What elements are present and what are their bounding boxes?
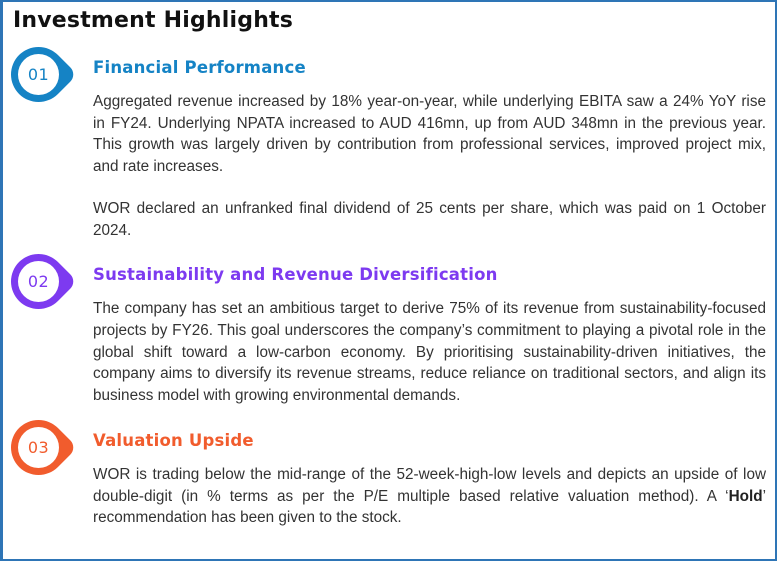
paragraph: WOR declared an unfranked final dividend… bbox=[93, 199, 766, 239]
section-01-content: Financial Performance Aggregated revenue… bbox=[93, 45, 767, 241]
paragraph: Aggregated revenue increased by 18% year… bbox=[93, 93, 766, 176]
section-valuation-upside: 03 Valuation Upside WOR is trading below… bbox=[3, 408, 767, 529]
paragraph-text: WOR is trading below the mid-range of th… bbox=[93, 465, 766, 505]
badge-inner-circle: 02 bbox=[18, 261, 59, 303]
badge-inner-circle: 01 bbox=[18, 54, 59, 95]
section-sustainability-diversification: 02 Sustainability and Revenue Diversific… bbox=[3, 242, 767, 407]
section-03-content: Valuation Upside WOR is trading below th… bbox=[93, 418, 767, 529]
section-number: 01 bbox=[27, 65, 50, 84]
hold-recommendation-label: Hold bbox=[728, 487, 763, 505]
paragraph: WOR is trading below the mid-range of th… bbox=[93, 464, 766, 529]
section-02-number-badge: 02 bbox=[3, 242, 93, 321]
section-financial-performance: 01 Financial Performance Aggregated reve… bbox=[3, 35, 767, 241]
section-02-content: Sustainability and Revenue Diversificati… bbox=[93, 252, 767, 407]
section-heading: Sustainability and Revenue Diversificati… bbox=[93, 265, 498, 285]
section-heading: Valuation Upside bbox=[93, 430, 254, 450]
section-heading: Financial Performance bbox=[93, 58, 306, 77]
paragraph-text: ’ recommendation has been given to the s… bbox=[93, 487, 766, 527]
section-01-number-badge: 01 bbox=[3, 35, 93, 114]
paragraph: The company has set an ambitious target … bbox=[93, 300, 766, 405]
page-title: Investment Highlights bbox=[13, 8, 294, 33]
badge-inner-circle: 03 bbox=[18, 426, 59, 468]
section-number: 03 bbox=[27, 437, 50, 457]
section-03-number-badge: 03 bbox=[3, 408, 93, 487]
section-number: 02 bbox=[27, 272, 50, 292]
